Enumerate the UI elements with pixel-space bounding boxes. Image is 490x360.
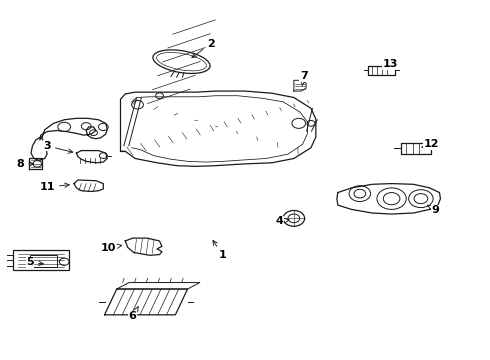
Text: 13: 13 <box>383 59 398 70</box>
Text: 7: 7 <box>300 71 308 86</box>
Text: 11: 11 <box>39 182 69 192</box>
Text: 10: 10 <box>100 243 122 253</box>
Text: 9: 9 <box>428 205 440 216</box>
Text: 5: 5 <box>26 257 43 267</box>
Text: 2: 2 <box>192 39 215 58</box>
Text: 8: 8 <box>16 159 33 169</box>
Text: 4: 4 <box>275 216 289 226</box>
Text: 12: 12 <box>422 139 440 149</box>
Text: 6: 6 <box>129 307 138 321</box>
Text: 3: 3 <box>43 141 73 153</box>
Text: 1: 1 <box>213 240 227 260</box>
